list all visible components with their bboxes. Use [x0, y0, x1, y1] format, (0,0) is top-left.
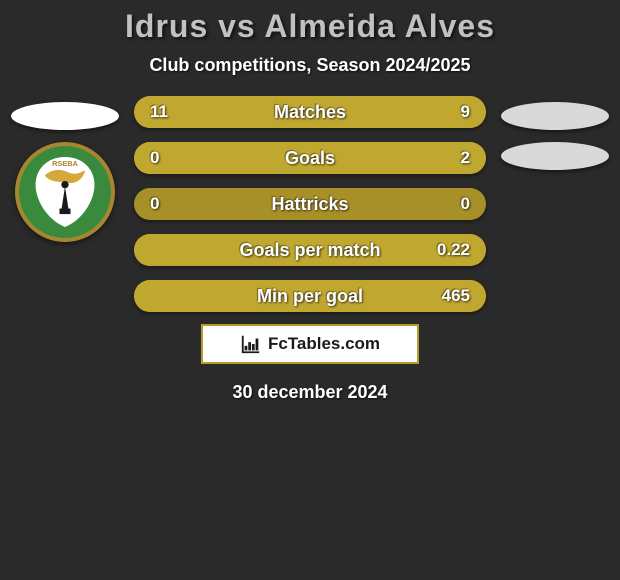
svg-text:RSEBA: RSEBA [52, 159, 78, 168]
chart-icon [240, 333, 262, 355]
stat-bar: Min per goal465 [134, 280, 486, 312]
right-side [490, 96, 620, 170]
stat-label: Hattricks [134, 194, 486, 215]
stat-bar: 0Hattricks0 [134, 188, 486, 220]
subtitle: Club competitions, Season 2024/2025 [0, 55, 620, 76]
stats-column: 11Matches9 0Goals2 0Hattricks0 Goals per ma… [130, 96, 490, 312]
date-text: 30 december 2024 [0, 382, 620, 403]
left-side: RSEBA [0, 96, 130, 242]
stat-text-row: Goals per match0.22 [134, 234, 486, 266]
brand-text: FcTables.com [268, 334, 380, 354]
comparison-body: RSEBA 11Matches9 0Goals2 0Hattricks0 Goals … [0, 96, 620, 312]
stat-text-row: Min per goal465 [134, 280, 486, 312]
stat-bar: Goals per match0.22 [134, 234, 486, 266]
stat-label: Min per goal [134, 286, 486, 307]
right-club-flag-icon [501, 142, 609, 170]
right-flag-icon [501, 102, 609, 130]
stat-bar: 11Matches9 [134, 96, 486, 128]
brand-box: FcTables.com [201, 324, 419, 364]
stat-label: Matches [134, 102, 486, 123]
stat-text-row: 11Matches9 [134, 96, 486, 128]
stat-text-row: 0Goals2 [134, 142, 486, 174]
stat-label: Goals [134, 148, 486, 169]
left-flag-icon [11, 102, 119, 130]
stat-label: Goals per match [134, 240, 486, 261]
left-club-logo-icon: RSEBA [15, 142, 115, 242]
stat-bar: 0Goals2 [134, 142, 486, 174]
page-title: Idrus vs Almeida Alves [0, 8, 620, 45]
stat-text-row: 0Hattricks0 [134, 188, 486, 220]
